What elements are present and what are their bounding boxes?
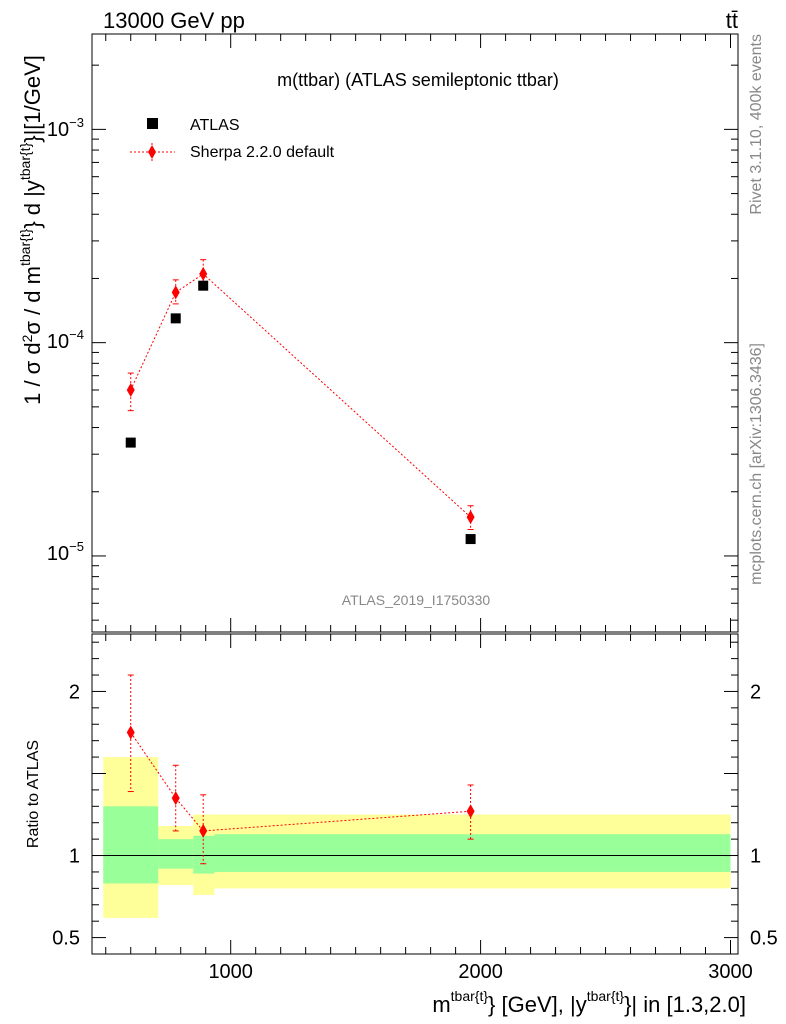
ratio-ytick-label-left: 2 <box>69 681 80 703</box>
ratio-ytick-label-right: 2 <box>750 681 761 703</box>
ratio-sherpa-point <box>466 804 475 819</box>
sherpa-point <box>466 510 475 525</box>
legend-sherpa-marker <box>148 145 156 159</box>
ratio-axis-ticks: 1000 2000 3000 0.5 0.5 1 1 2 2 <box>52 634 778 983</box>
header-process: tt̄ <box>726 8 738 33</box>
rivet-version-label: Rivet 3.1.10, 400k events <box>748 34 765 215</box>
main-panel: m(ttbar) (ATLAS semileptonic ttbar) ATLA… <box>17 33 739 633</box>
main-frame <box>91 33 739 633</box>
legend-sherpa-label: Sherpa 2.2.0 default <box>190 144 335 161</box>
ratio-sherpa-point <box>199 823 208 838</box>
ratio-uncertainty-bands <box>103 757 731 918</box>
atlas-point <box>198 280 209 291</box>
ratio-band-inner <box>193 835 215 874</box>
xtick-label: 1000 <box>208 961 253 983</box>
ratio-ylabel: Ratio to ATLAS <box>25 740 42 848</box>
ratio-band-inner <box>103 806 159 884</box>
ratio-band-inner <box>214 834 731 872</box>
xtick-label: 2000 <box>458 961 503 983</box>
legend-atlas-marker <box>147 118 158 129</box>
atlas-point <box>170 313 181 324</box>
sherpa-point <box>126 382 135 397</box>
ratio-panel: 1000 2000 3000 0.5 0.5 1 1 2 2 Ratio to ATLAS mt… <box>25 633 778 1017</box>
legend-atlas-label: ATLAS <box>190 117 240 134</box>
ratio-xlabel: mtbar{t}} [GeV], |ytbar{t}}| in [1.3,2.0… <box>432 988 746 1017</box>
ratio-ytick-label-left: 0.5 <box>52 928 80 950</box>
sherpa-point <box>199 266 208 281</box>
analysis-watermark: ATLAS_2019_I1750330 <box>342 592 491 608</box>
ratio-frame <box>91 633 739 955</box>
ytick-label-1e-4: 10−4 <box>47 327 84 353</box>
sherpa-point <box>171 285 180 300</box>
ratio-sherpa-point <box>171 791 180 806</box>
ratio-data-marks <box>126 674 475 865</box>
header-energy: 13000 GeV pp <box>103 8 245 33</box>
main-axis-ticks <box>92 34 738 632</box>
ratio-sherpa-line <box>130 732 471 832</box>
main-title: m(ttbar) (ATLAS semileptonic ttbar) <box>277 70 559 90</box>
ratio-band-inner <box>158 839 194 869</box>
legend: ATLAS Sherpa 2.2.0 default <box>130 117 335 161</box>
xtick-label: 3000 <box>708 961 753 983</box>
main-data-marks <box>125 259 476 545</box>
ytick-label-1e-5: 10−5 <box>47 539 84 565</box>
ratio-ytick-label-left: 1 <box>69 846 80 868</box>
ratio-ytick-label-right: 1 <box>750 846 761 868</box>
ytick-label-1e-3: 10−3 <box>47 115 84 141</box>
ratio-sherpa-point <box>126 725 135 740</box>
atlas-point <box>125 437 136 448</box>
main-ylabel: 1 / σ d2σ / d mtbar{t}} d |ytbar{t}}|[1/… <box>17 55 45 405</box>
ratio-ytick-label-right: 0.5 <box>750 928 778 950</box>
atlas-point <box>465 534 476 545</box>
mcplots-label: mcplots.cern.ch [arXiv:1306.3436] <box>748 343 765 585</box>
sherpa-line <box>130 273 471 518</box>
